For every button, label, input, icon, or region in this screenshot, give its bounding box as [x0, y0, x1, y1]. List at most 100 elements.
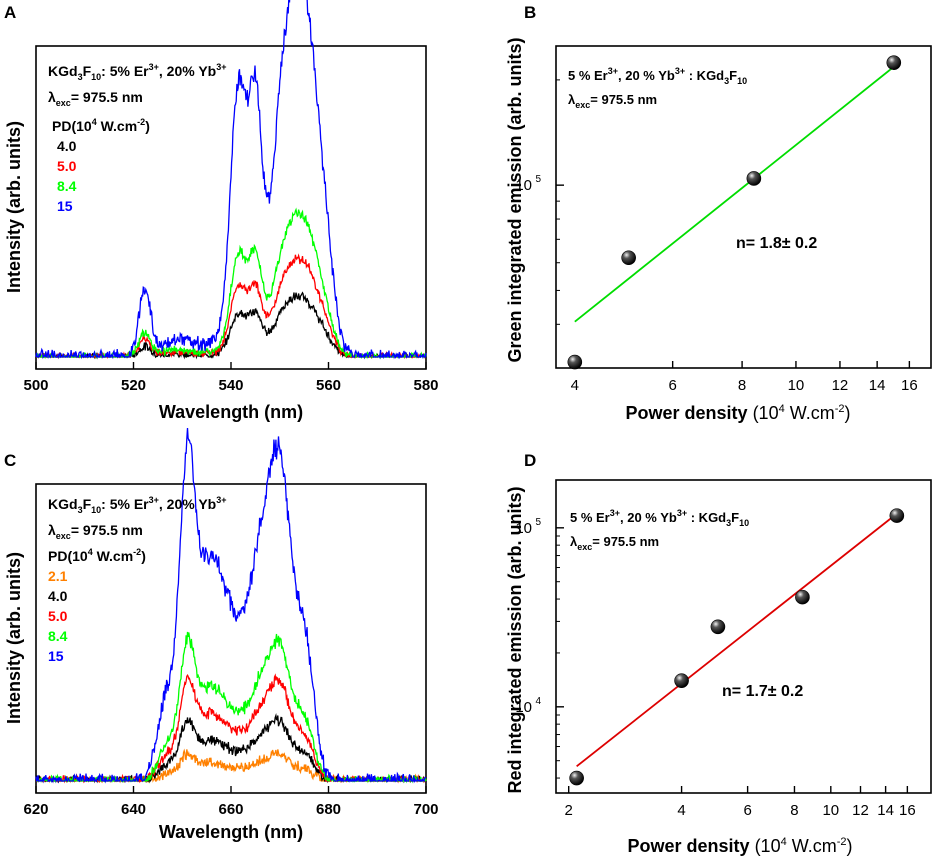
panel-c-legend-title: PD(104 W.cm-2): [48, 547, 146, 564]
y-tick-exponent: 5: [535, 517, 541, 528]
data-point-4: [886, 55, 902, 70]
panel-d-plot-frame: [555, 479, 932, 794]
panel-c-annotation: KGd3F10: 5% Er3+, 20% Yb3+ λexc= 975.5 n…: [48, 495, 226, 664]
panel-a-spectra: [35, 0, 427, 360]
x-tick-label: 580: [413, 377, 438, 394]
x-tick-label: 700: [413, 801, 438, 818]
panel-a-sample-label: KGd3F10: 5% Er3+, 20% Yb3+: [48, 62, 226, 82]
x-tick-label: 8: [790, 802, 798, 819]
panel-c-legend-item-4-0: 4.0: [48, 588, 68, 604]
panel-d-fit-line: [576, 512, 898, 768]
y-tick-label: 10: [515, 699, 532, 716]
data-point-marker: [886, 55, 902, 70]
data-point-marker: [710, 619, 726, 635]
panel-c-y-axis-label: Intensity (arb. units): [4, 552, 24, 724]
panel-c-excitation-label: λexc= 975.5 nm: [48, 522, 143, 541]
data-point-marker: [889, 508, 905, 523]
panel-b-y-axis-label: Green integrated emission (arb. units): [505, 37, 525, 362]
panel-b-fit-line: [574, 66, 895, 323]
panel-b-fit-slope-label: n= 1.8± 0.2: [736, 235, 817, 252]
y-tick-exponent: 5: [535, 174, 541, 185]
panel-a-legend-item-15: 15: [57, 198, 73, 214]
spectrum-series-4.0: [35, 713, 427, 784]
panel-a-annotation: KGd3F10: 5% Er3+, 20% Yb3+ λexc= 975.5 n…: [48, 62, 226, 214]
y-tick-label: 10: [515, 177, 532, 194]
data-point-marker: [795, 589, 810, 605]
panel-c-legend-item-5-0: 5.0: [48, 608, 68, 624]
data-point-marker: [746, 171, 762, 186]
panel-d-excitation-label: λexc= 975.5 nm: [570, 534, 659, 552]
data-point-marker: [569, 770, 584, 786]
x-tick-label: 560: [316, 377, 341, 394]
panel-d-label: D: [524, 451, 536, 470]
spectrum-series-15: [35, 428, 427, 784]
data-point-marker: [674, 673, 689, 688]
data-point-2: [674, 673, 689, 688]
spectrum-series-5.0: [35, 673, 427, 784]
panel-d-sample-label: 5 % Er3+, 20 % Yb3+ : KGd3F10: [570, 508, 749, 528]
x-tick-label: 620: [23, 801, 48, 818]
panel-c-legend-item-2-1: 2.1: [48, 568, 68, 584]
panel-c-x-ticks: 620 640 660 680 700: [23, 786, 439, 818]
data-point-marker: [567, 354, 583, 370]
x-tick-label: 6: [668, 377, 676, 394]
panel-b-sample-label: 5 % Er3+, 20 % Yb3+ : KGd3F10: [568, 66, 747, 86]
panel-d-x-axis-label: Power density (104 W.cm-2): [628, 836, 853, 856]
x-tick-label: 520: [121, 377, 146, 394]
x-tick-label: 14: [869, 377, 886, 394]
x-tick-label: 12: [852, 802, 869, 819]
panel-b-excitation-label: λexc= 975.5 nm: [568, 92, 657, 110]
panel-a: A 500 520 540 560 580 Wavelength (nm) Intens…: [4, 0, 439, 422]
x-tick-label: 4: [571, 377, 579, 394]
panel-c-spectra: [35, 428, 427, 784]
x-tick-label: 500: [23, 377, 48, 394]
x-tick-label: 2: [565, 802, 573, 819]
panel-a-legend-item-8-4: 8.4: [57, 178, 77, 194]
spectrum-series-15: [35, 0, 427, 360]
data-point-marker: [621, 250, 636, 266]
panel-a-legend-title: PD(104 W.cm-2): [52, 117, 150, 134]
panel-d-annotation: 5 % Er3+, 20 % Yb3+ : KGd3F10 λexc= 975.…: [570, 508, 803, 700]
data-point-5: [889, 508, 905, 523]
x-tick-label: 4: [677, 802, 685, 819]
data-point-3: [746, 171, 762, 186]
panel-a-legend-item-5-0: 5.0: [57, 158, 77, 174]
spectrum-series-8.4: [35, 207, 427, 360]
panel-b-annotation: 5 % Er3+, 20 % Yb3+ : KGd3F10 λexc= 975.…: [568, 66, 817, 252]
panel-c: C 620 640 660 680 700 Wavelength (nm) Intens…: [4, 428, 439, 842]
data-point-1: [569, 770, 584, 786]
x-tick-label: 640: [121, 801, 146, 818]
x-tick-label: 660: [218, 801, 243, 818]
spectrum-series-5.0: [36, 253, 427, 360]
panel-c-label: C: [4, 451, 16, 470]
data-point-4: [795, 589, 810, 605]
panel-a-excitation-label: λexc= 975.5 nm: [48, 89, 143, 108]
panel-d-y-axis-label: Red integrated emission (arb. units): [505, 486, 525, 793]
fit-line: [574, 66, 895, 323]
x-tick-label: 8: [738, 377, 746, 394]
data-point-2: [621, 250, 636, 266]
data-point-1: [567, 354, 583, 370]
panel-a-x-ticks: 500 520 540 560 580: [23, 362, 439, 394]
panel-c-x-axis-label: Wavelength (nm): [159, 822, 303, 842]
y-tick-label: 10: [515, 520, 532, 537]
x-tick-label: 540: [218, 377, 243, 394]
panel-c-sample-label: KGd3F10: 5% Er3+, 20% Yb3+: [48, 495, 226, 515]
fit-line: [576, 512, 898, 768]
panel-a-label: A: [4, 3, 16, 22]
panel-b-x-axis-label: Power density (104 W.cm-2): [626, 403, 851, 423]
x-tick-label: 680: [316, 801, 341, 818]
panel-b-plot-frame: [555, 45, 932, 369]
y-tick-exponent: 4: [535, 696, 541, 707]
panel-b-data-points: [567, 55, 902, 370]
x-tick-label: 10: [788, 377, 805, 394]
x-tick-label: 12: [832, 377, 849, 394]
panel-a-y-axis-label: Intensity (arb. units): [4, 121, 24, 293]
x-tick-label: 16: [899, 802, 916, 819]
panel-b-label: B: [524, 3, 536, 22]
